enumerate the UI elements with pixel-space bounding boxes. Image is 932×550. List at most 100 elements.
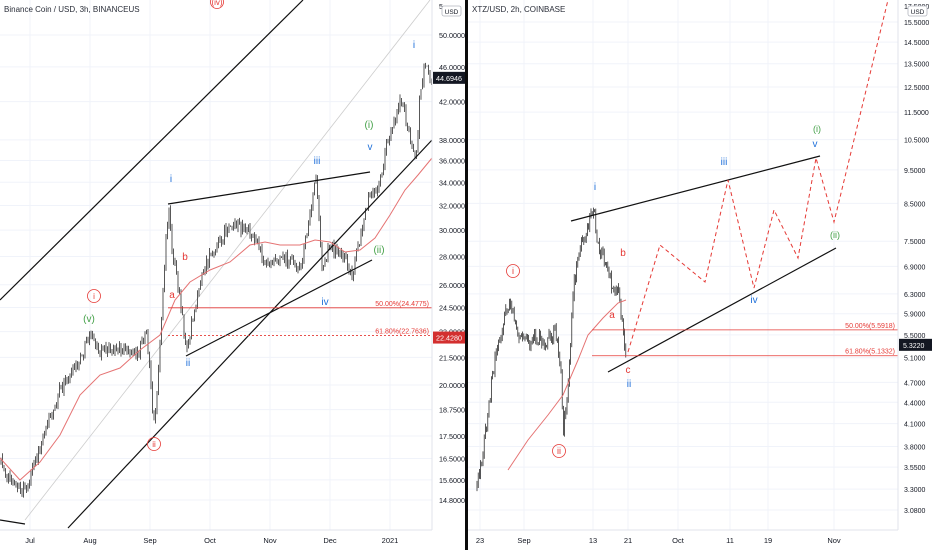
y-tick-label: 15.5000 bbox=[904, 20, 929, 27]
time-axis-background bbox=[468, 530, 932, 550]
xtz-chart[interactable]: 50.00%(5.5918)61.80%(5.1332) iiii(i)v(ii… bbox=[468, 0, 932, 550]
wave-circle bbox=[147, 437, 161, 451]
wave-label: a bbox=[169, 290, 175, 301]
x-tick-label: 19 bbox=[764, 536, 772, 545]
y-tick-label: 3.8000 bbox=[904, 445, 926, 452]
wave-circle bbox=[210, 0, 224, 9]
x-tick-label: Jul bbox=[25, 536, 35, 545]
drawings bbox=[570, 155, 837, 373]
wave-circle bbox=[506, 264, 520, 278]
fib-label: 61.80%(5.1332) bbox=[845, 349, 895, 356]
wave-label: iii bbox=[721, 157, 728, 168]
y-tick-label: 16.5000 bbox=[439, 454, 465, 463]
y-tick-label: 7.5000 bbox=[904, 239, 926, 246]
candles bbox=[476, 207, 627, 492]
y-tick-label: 46.0000 bbox=[439, 63, 465, 72]
y-tick-label: 24.5000 bbox=[439, 303, 465, 312]
currency-label: USD bbox=[911, 9, 925, 16]
fib-price-badge bbox=[433, 331, 465, 344]
time-axis: 23 Sep 13 21 Oct 11 19 Nov bbox=[468, 529, 932, 550]
moving-average-line bbox=[507, 299, 627, 471]
moving-average bbox=[0, 157, 433, 481]
currency-badge bbox=[907, 5, 928, 17]
wave-label: iv bbox=[321, 297, 328, 308]
last-price-label: 44.6946 bbox=[436, 74, 462, 83]
y-tick-label: 13.5000 bbox=[904, 62, 929, 69]
pane-divider[interactable] bbox=[465, 0, 468, 550]
y-tick-label: 42.0000 bbox=[439, 98, 465, 107]
moving-average bbox=[507, 299, 627, 471]
axis-background bbox=[898, 0, 932, 530]
y-tick-label: 36.0000 bbox=[439, 156, 465, 165]
overlay: 50.00%(24.4775) 61.80%(22.7636) bbox=[168, 301, 432, 336]
y-tick-label: 32.0000 bbox=[439, 201, 465, 210]
x-tick-label: 2021 bbox=[382, 536, 399, 545]
x-tick-label: Oct bbox=[672, 536, 685, 545]
wave-label: (ii) bbox=[373, 245, 384, 256]
wave-label: i bbox=[594, 182, 596, 193]
chart-title: Binance Coin / USD, 3h, BINANCEUS bbox=[4, 5, 140, 14]
y-tick-label: 20.0000 bbox=[439, 381, 465, 390]
wave-label: v bbox=[813, 139, 818, 150]
moving-average-line bbox=[0, 157, 433, 481]
y-tick-label: 6.9000 bbox=[904, 264, 926, 271]
last-price-badge bbox=[899, 338, 932, 351]
drawings bbox=[0, 0, 433, 529]
axis-background bbox=[432, 0, 465, 530]
y-tick-label: 14.8000 bbox=[439, 496, 465, 505]
wave-label: i bbox=[413, 40, 415, 51]
fib-price-label: 22.4280 bbox=[436, 334, 462, 343]
candles bbox=[0, 62, 432, 498]
trend-line bbox=[24, 0, 431, 521]
y-tick-label: 15.6000 bbox=[439, 476, 465, 485]
y-tick-label: 28.0000 bbox=[439, 252, 465, 261]
grid bbox=[0, 0, 432, 530]
y-tick-label: 4.7000 bbox=[904, 380, 926, 387]
overlay: 50.00%(5.5918) 61.80%(5.1332) bbox=[592, 0, 898, 357]
wave-label: i bbox=[93, 292, 95, 301]
price-axis: 50.0000 46.0000 42.0000 38.0000 36.0000 34.00… bbox=[431, 0, 465, 530]
right-chart-pane[interactable]: 50.00%(5.5918) 61.80%(5.1332) i iii (i) v (ii… bbox=[468, 0, 932, 550]
projection-path bbox=[627, 0, 889, 353]
time-axis: Jul Aug Sep Oct Nov Dec 2021 bbox=[0, 529, 465, 550]
x-tick-label: Dec bbox=[323, 536, 337, 545]
y-tick-label: 18.7500 bbox=[439, 406, 465, 415]
wave-label: c bbox=[626, 365, 631, 376]
price-axis: 15.5000 14.5000 13.5000 12.5000 11.5000 10.50… bbox=[897, 0, 932, 530]
wave-label: ii bbox=[557, 446, 561, 456]
chart-title: XTZ/USD, 2h, COINBASE bbox=[472, 5, 566, 14]
x-tick-label: Nov bbox=[263, 536, 277, 545]
currency-badge bbox=[441, 5, 462, 17]
x-tick-label: Sep bbox=[143, 536, 156, 545]
wave-label: i bbox=[170, 174, 172, 185]
y-tick-label: 5 bbox=[439, 2, 443, 11]
wave-circle bbox=[87, 289, 101, 303]
y-tick-label: 11.5000 bbox=[904, 110, 929, 117]
wave-label: b bbox=[182, 252, 188, 263]
y-tick-label: 34.0000 bbox=[439, 178, 465, 187]
wave-label: ii bbox=[627, 379, 631, 390]
y-tick-label: 17.5000 bbox=[439, 432, 465, 441]
wave-label: (i) bbox=[365, 120, 374, 131]
y-tick-label: 30.0000 bbox=[439, 226, 465, 235]
wave-label: iii bbox=[314, 156, 321, 167]
y-tick-label: 21.5000 bbox=[439, 353, 465, 362]
left-chart-pane[interactable]: 50.00%(24.4775) 61.80%(22.7636) (iv) i (i) v… bbox=[0, 0, 465, 550]
y-tick-label: 5.1000 bbox=[904, 356, 926, 363]
wave-label: (iv) bbox=[211, 0, 222, 7]
wave-label: iv bbox=[750, 295, 757, 306]
y-tick-label: 3.3000 bbox=[904, 487, 926, 494]
x-tick-label: Aug bbox=[83, 536, 96, 545]
y-tick-label: 9.5000 bbox=[904, 168, 926, 175]
wave-label: b bbox=[620, 248, 626, 259]
y-tick-label: 4.1000 bbox=[904, 422, 926, 429]
trend-line bbox=[167, 171, 371, 205]
y-tick-label: 12.5000 bbox=[904, 85, 929, 92]
trend-line bbox=[570, 155, 821, 222]
y-tick-label: 6.3000 bbox=[904, 292, 926, 299]
bnb-chart[interactable]: 50.00%(24.4775) 61.80%(22.7636) (iv) i (i) v… bbox=[0, 0, 465, 550]
grid bbox=[468, 0, 898, 530]
trend-line bbox=[67, 139, 433, 529]
